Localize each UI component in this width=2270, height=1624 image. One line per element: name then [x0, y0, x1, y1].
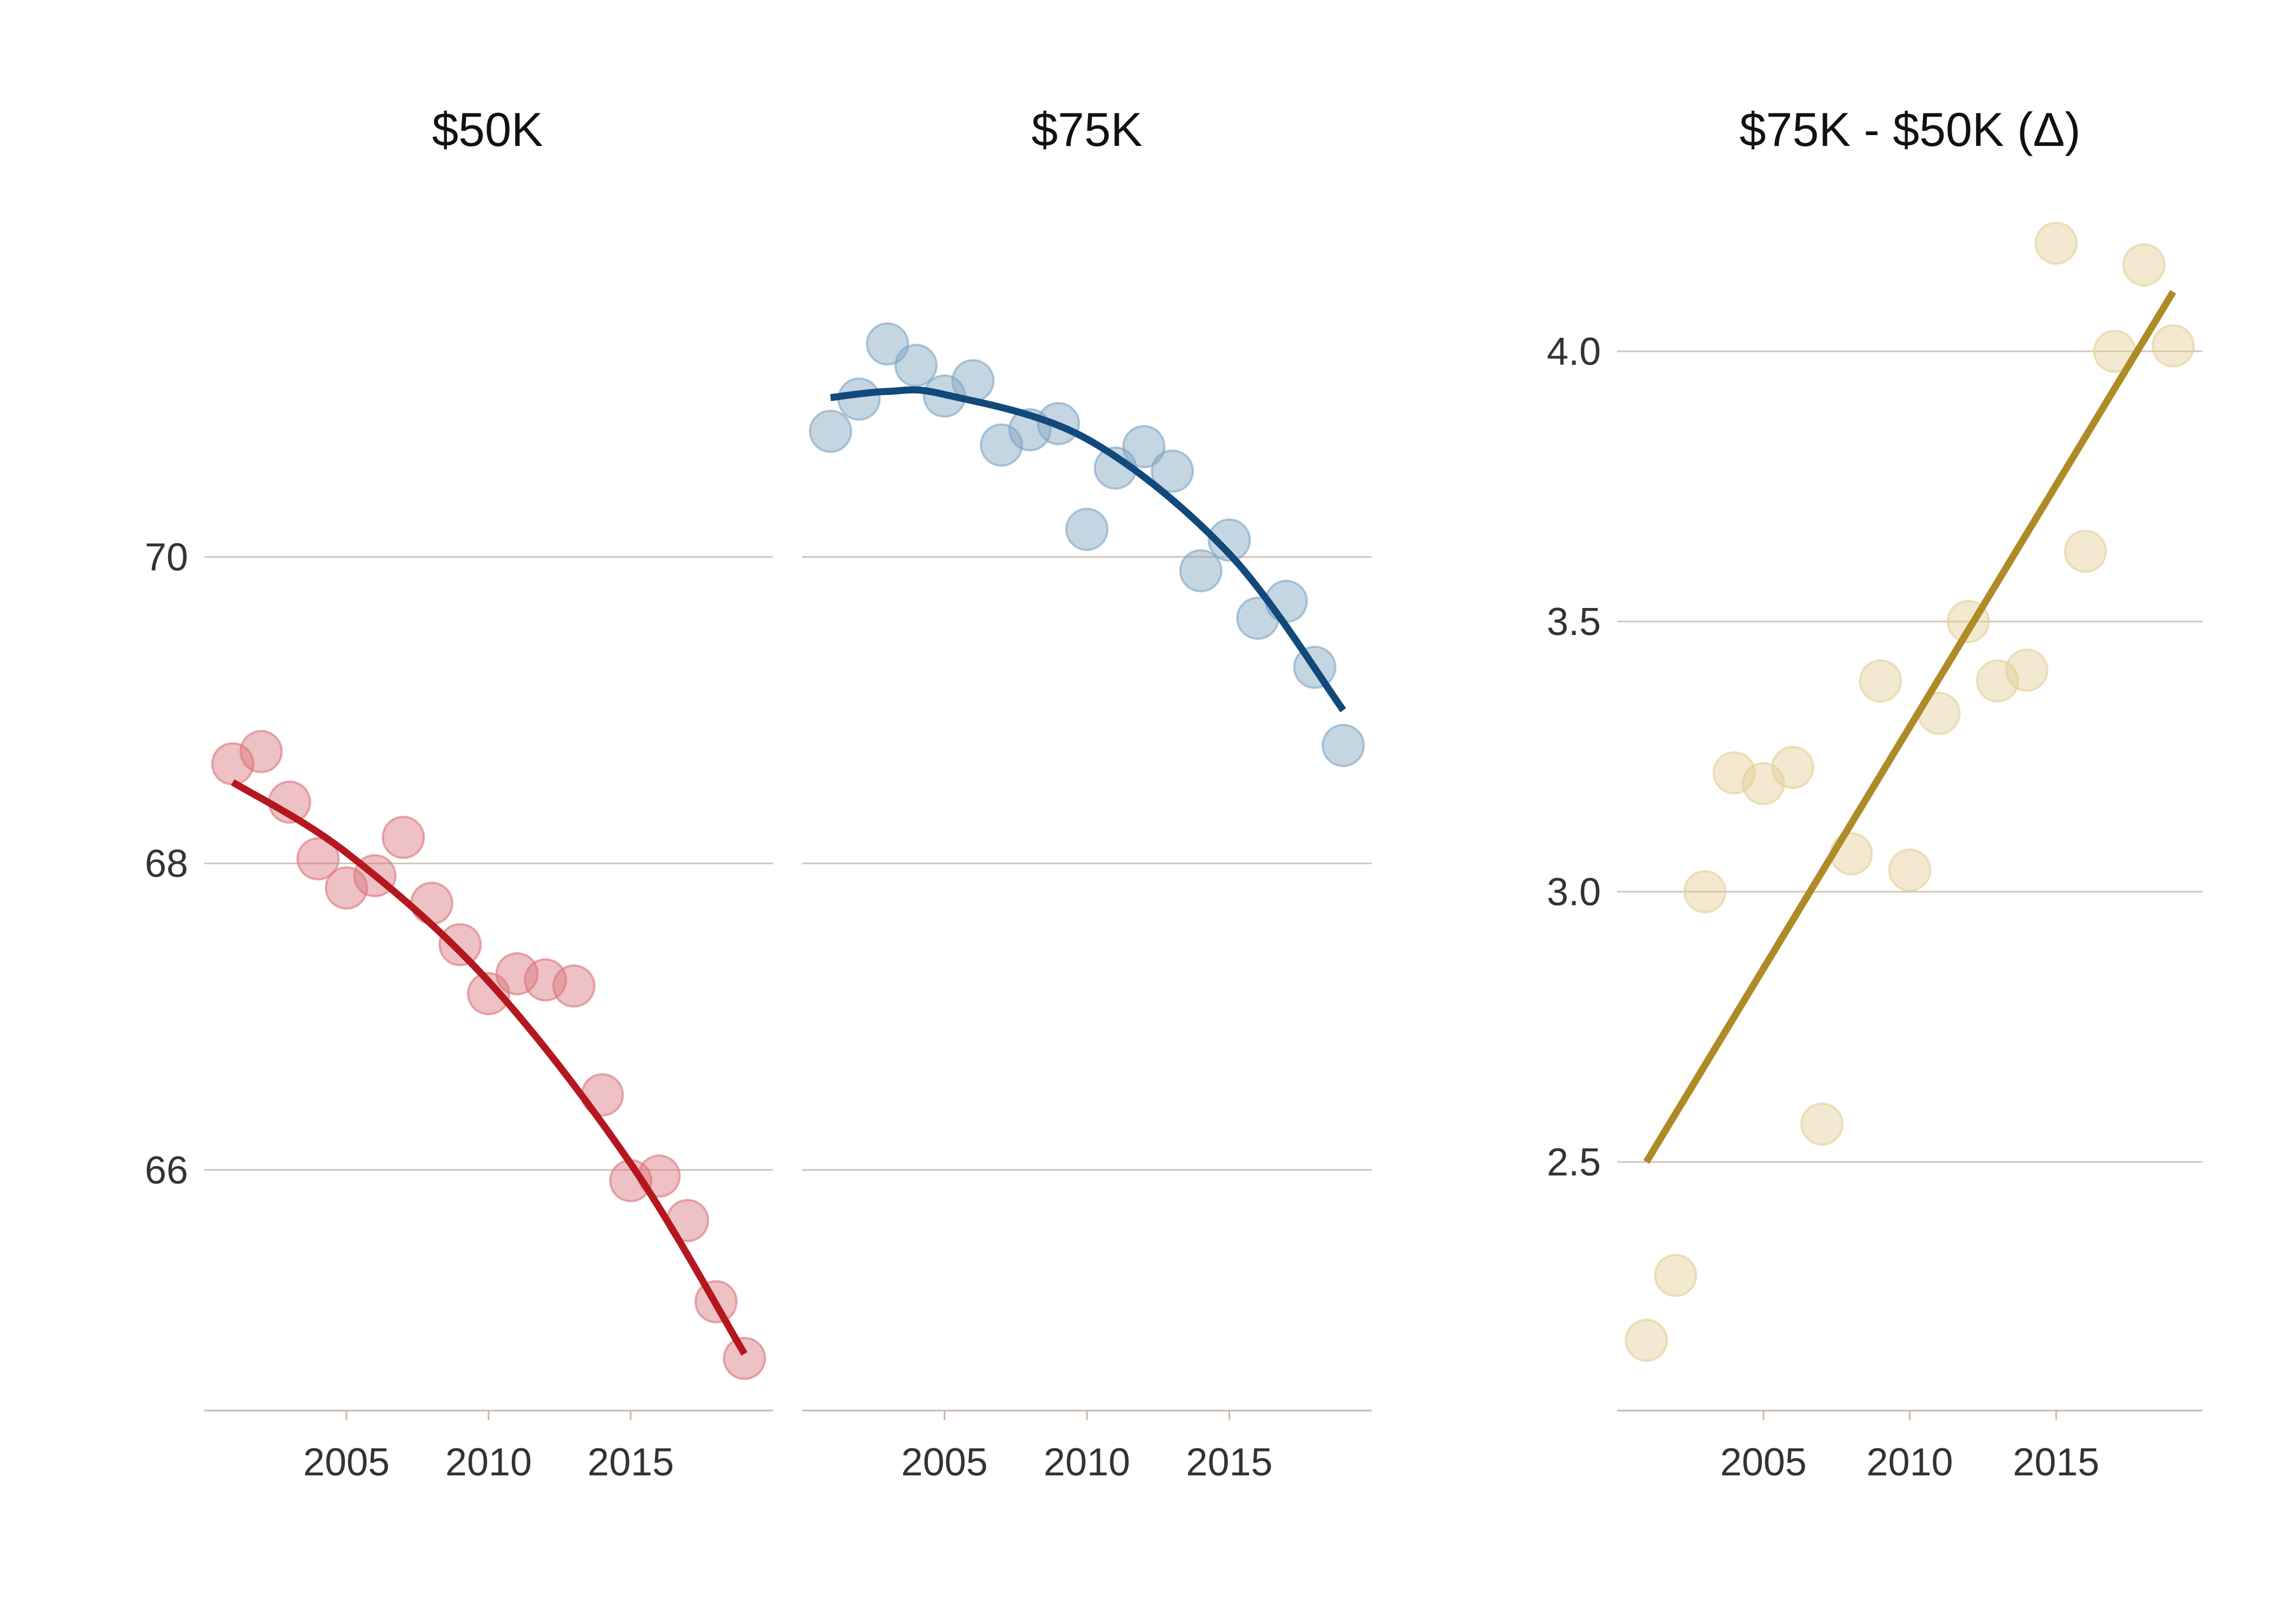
trend-line-50k [231, 779, 747, 1356]
y-tick-label-delta-0: 2.5 [1547, 1141, 1601, 1184]
trend-line-75k [830, 386, 1346, 712]
y-tick-label-delta-1: 3.0 [1547, 871, 1601, 914]
data-point-75k-12 [1151, 449, 1194, 493]
data-point-75k-11 [1122, 425, 1166, 469]
data-point-50k-18 [723, 1336, 766, 1380]
y-tick-label-50k-0: 66 [145, 1149, 188, 1192]
data-point-delta-8 [1859, 659, 1902, 703]
data-point-delta-15 [2064, 530, 2107, 573]
y-tick-label-delta-2: 3.5 [1547, 600, 1601, 644]
x-tick-label-75k-1: 2010 [1044, 1441, 1130, 1484]
data-point-delta-1 [1654, 1254, 1698, 1297]
y-tick-label-50k-2: 70 [145, 536, 188, 579]
data-point-delta-17 [2122, 243, 2166, 286]
data-point-delta-14 [2034, 222, 2078, 265]
data-point-delta-9 [1888, 848, 1932, 892]
data-point-50k-6 [382, 816, 425, 859]
x-tick-label-delta-0: 2005 [1720, 1441, 1807, 1484]
data-point-75k-6 [979, 423, 1023, 467]
y-tick-label-50k-1: 68 [145, 843, 188, 886]
data-point-delta-12 [1975, 659, 2019, 703]
panel-delta: $75K - $50K (Δ) 2.5 3.0 3.5 4.0 2005 2010 2015 [1547, 103, 2202, 1484]
data-point-50k-10 [495, 952, 539, 995]
data-point-delta-2 [1683, 870, 1727, 913]
x-tick-label-delta-1: 2010 [1866, 1441, 1953, 1484]
data-point-50k-11 [524, 958, 568, 1002]
data-point-50k-1 [239, 730, 283, 773]
panel-title-delta: $75K - $50K (Δ) [1739, 103, 2080, 156]
data-point-75k-9 [1065, 507, 1109, 551]
data-point-50k-7 [410, 881, 453, 925]
data-point-75k-14 [1207, 518, 1251, 562]
data-point-delta-3 [1712, 751, 1756, 794]
panel-50k: $50K 66 68 70 2005 2010 2015 [145, 103, 773, 1484]
x-tick-label-delta-2: 2015 [2013, 1441, 2099, 1484]
panel-title-50k: $50K [432, 103, 543, 156]
data-point-delta-6 [1800, 1102, 1844, 1146]
data-point-50k-8 [438, 923, 482, 966]
trend-line-delta [1643, 290, 2176, 1164]
x-tick-label-75k-0: 2005 [901, 1441, 987, 1484]
data-point-75k-18 [1321, 724, 1365, 767]
data-point-50k-4 [325, 866, 368, 910]
data-point-delta-5 [1771, 746, 1814, 789]
panel-75k: $75K 2005 2010 2015 [802, 103, 1372, 1484]
x-tick-label-75k-2: 2015 [1186, 1441, 1272, 1484]
x-tick-label-50k-0: 2005 [303, 1441, 390, 1484]
data-point-50k-3 [296, 837, 340, 881]
data-point-delta-18 [2151, 324, 2195, 367]
x-tick-label-50k-1: 2010 [445, 1441, 532, 1484]
data-point-75k-0 [809, 410, 852, 453]
y-tick-label-delta-3: 4.0 [1547, 330, 1601, 373]
data-point-delta-13 [2005, 649, 2049, 692]
data-point-75k-3 [894, 344, 938, 387]
data-point-delta-0 [1625, 1319, 1668, 1362]
panel-title-75k: $75K [1031, 103, 1143, 156]
data-point-50k-12 [552, 964, 596, 1008]
data-point-75k-13 [1179, 549, 1223, 593]
x-tick-label-50k-2: 2015 [587, 1441, 674, 1484]
